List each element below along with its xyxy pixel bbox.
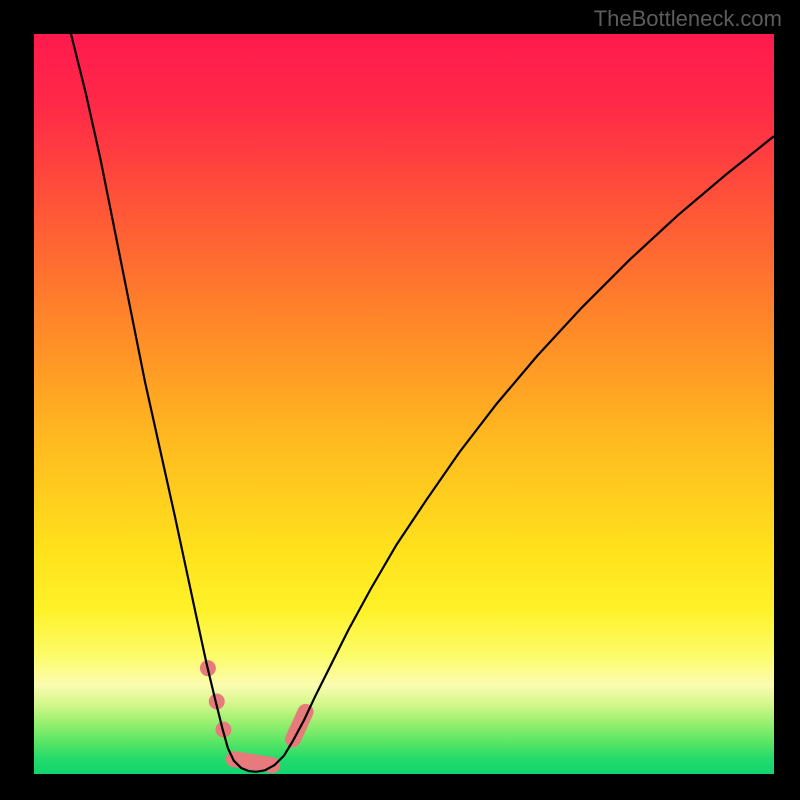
chart-svg bbox=[34, 34, 774, 774]
watermark-text: TheBottleneck.com bbox=[594, 6, 782, 32]
plot-area bbox=[34, 34, 774, 774]
chart-container: TheBottleneck.com bbox=[0, 0, 800, 800]
gradient-background bbox=[34, 34, 774, 774]
marker-capsule bbox=[234, 759, 272, 765]
